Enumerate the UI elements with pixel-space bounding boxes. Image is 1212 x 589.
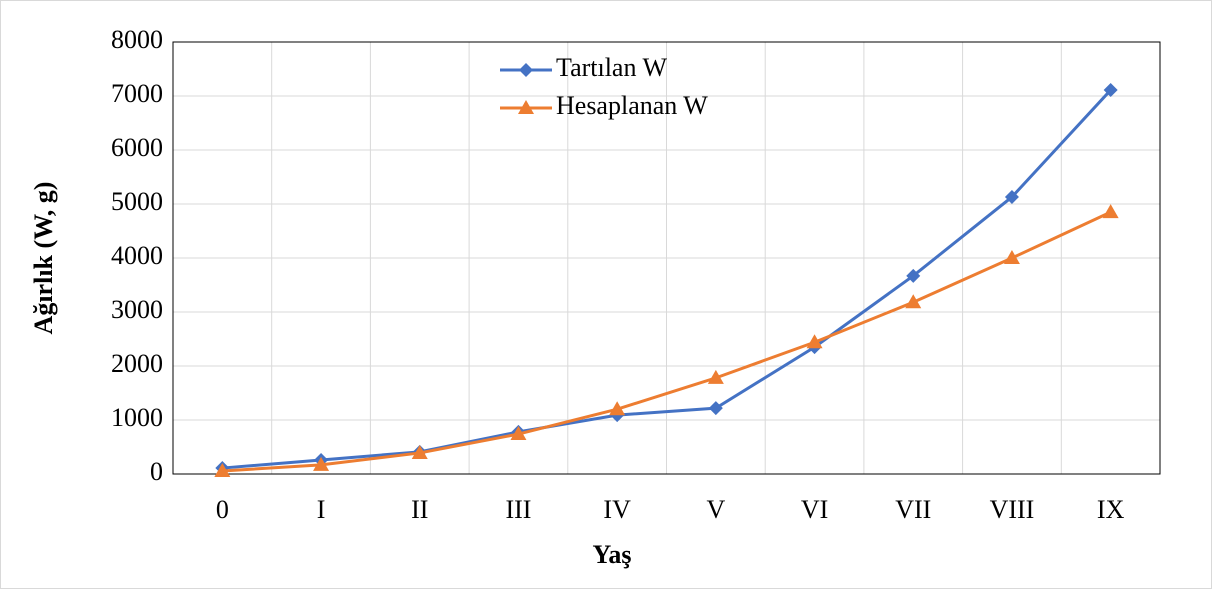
y-tick-label: 0 <box>150 457 163 486</box>
marker <box>411 444 428 459</box>
y-tick-label: 3000 <box>111 295 163 324</box>
marker <box>708 401 723 416</box>
marker <box>707 369 724 384</box>
x-tick-label: VI <box>801 495 828 524</box>
marker <box>510 426 527 441</box>
legend-marker <box>519 63 533 77</box>
x-tick-label: IX <box>1097 495 1125 524</box>
x-axis-title: Yaş <box>592 540 631 569</box>
y-axis-title: Ağırlık (W, g) <box>29 182 58 335</box>
y-tick-label: 1000 <box>111 403 163 432</box>
marker <box>609 401 626 416</box>
x-tick-label: III <box>505 495 531 524</box>
marker <box>1103 83 1118 98</box>
series-line <box>222 89 1112 470</box>
x-tick-label: IV <box>603 495 631 524</box>
legend-label: Hesaplanan W <box>556 91 708 120</box>
x-tick-label: II <box>411 495 428 524</box>
x-tick-label: VII <box>895 495 931 524</box>
legend-label: Tartılan W <box>556 53 668 82</box>
marker <box>1004 189 1019 204</box>
marker <box>214 463 231 478</box>
x-tick-label: I <box>317 495 326 524</box>
y-tick-label: 2000 <box>111 349 163 378</box>
plot-border <box>172 41 1161 475</box>
y-tick-label: 8000 <box>111 25 163 54</box>
y-tick-label: 7000 <box>111 79 163 108</box>
marker <box>906 268 921 283</box>
y-tick-label: 5000 <box>111 187 163 216</box>
legend-marker <box>518 100 534 114</box>
x-tick-label: 0 <box>216 495 229 524</box>
y-tick-label: 4000 <box>111 241 163 270</box>
series-line <box>222 210 1112 473</box>
marker <box>313 456 330 471</box>
x-tick-label: VIII <box>990 495 1035 524</box>
y-tick-label: 6000 <box>111 133 163 162</box>
marker <box>905 294 922 309</box>
x-tick-label: V <box>706 495 725 524</box>
marker <box>1102 204 1119 219</box>
marker <box>1003 250 1020 264</box>
marker <box>806 334 823 349</box>
